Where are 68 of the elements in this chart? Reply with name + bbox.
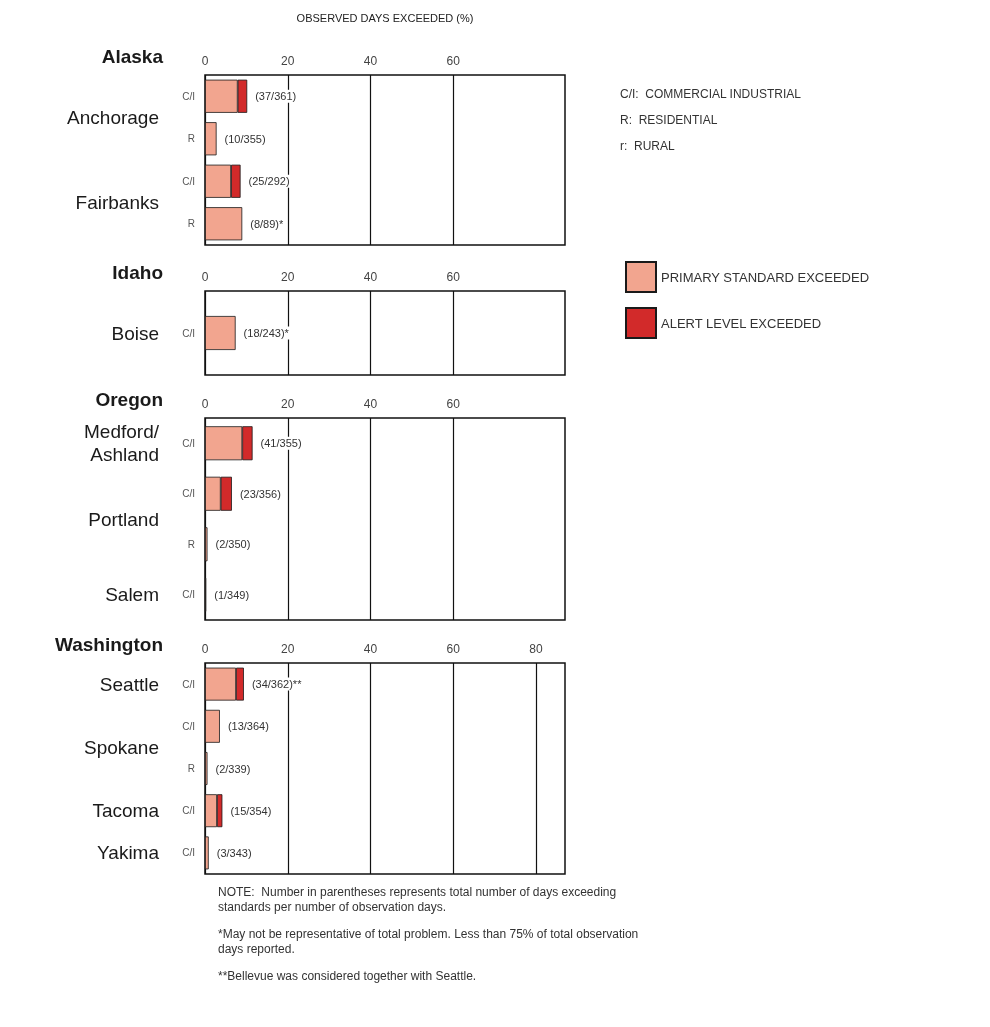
- legend-label: ALERT LEVEL EXCEEDED: [661, 315, 822, 331]
- data-label: (34/362)**: [251, 678, 303, 691]
- y2-tick-label: Anchorage: [67, 107, 159, 128]
- text: NOTE: Number in parentheses represents total number of days exceeding standards per number of observation days.: [218, 884, 620, 914]
- x-tick-label: 40: [363, 397, 378, 411]
- y-tick-label: C/I: [182, 847, 195, 859]
- data-label: (1/349): [214, 588, 250, 601]
- y-tick-label: C/I: [182, 327, 195, 339]
- data-label: (8/89)*: [250, 217, 284, 230]
- chart-title: Washington: [55, 634, 163, 655]
- y-tick-label: C/I: [182, 90, 195, 102]
- y-tick-label: C/I: [182, 720, 195, 732]
- x-tick-label: 60: [446, 642, 461, 656]
- x-tick-label: 0: [201, 54, 209, 68]
- x-tick-label: 40: [363, 270, 378, 284]
- data-label: (23/356): [239, 487, 281, 500]
- data-label: (2/350): [215, 538, 251, 551]
- y-tick-label: R: [187, 133, 195, 145]
- y-tick-label: R: [187, 218, 195, 230]
- text: C/I: COMMERCIAL INDUSTRIAL: [620, 86, 802, 101]
- x-tick-label: 60: [446, 270, 461, 284]
- y-tick-label: C/I: [182, 488, 195, 500]
- chart-title: Idaho: [112, 262, 163, 283]
- y2-tick-label: Portland: [88, 508, 159, 530]
- x-tick-label: 20: [281, 54, 295, 68]
- x-tick-label: 20: [281, 270, 295, 284]
- data-label: (25/292): [248, 175, 290, 188]
- y2-tick-label: Yakima: [97, 842, 160, 864]
- text: r: RURAL: [620, 138, 675, 153]
- x-tick-label: 80: [529, 642, 544, 656]
- chart-title: Oregon: [95, 389, 163, 410]
- x-tick-label: 0: [201, 270, 209, 284]
- y-tick-label: R: [187, 538, 195, 550]
- y2-tick-label: Tacoma: [92, 800, 160, 822]
- legend-label: PRIMARY STANDARD EXCEEDED: [661, 269, 870, 285]
- y2-tick-label: Boise: [111, 322, 159, 344]
- data-label: (18/243)*: [243, 327, 290, 339]
- y-tick-label: C/I: [182, 678, 195, 690]
- data-label: (10/355): [224, 132, 266, 145]
- data-label: (37/361): [255, 90, 297, 103]
- x-tick-label: 40: [363, 54, 378, 68]
- x-tick-label: 0: [201, 642, 209, 656]
- y2-tick-label: Spokane: [83, 736, 159, 758]
- y2-tick-label: Seattle: [99, 673, 159, 695]
- chart-title: Alaska: [101, 46, 164, 67]
- x-tick-label: 60: [446, 54, 461, 68]
- data-label: (41/355): [260, 437, 302, 450]
- x-axis-title: OBSERVED DAYS EXCEEDED (%): [296, 11, 474, 24]
- y-tick-label: C/I: [182, 175, 195, 187]
- data-label: (15/354): [230, 804, 272, 817]
- x-tick-label: 20: [281, 642, 295, 656]
- data-label: (3/343): [216, 846, 252, 859]
- text: R: RESIDENTIAL: [620, 112, 718, 127]
- y2-tick-label: Fairbanks: [75, 192, 159, 213]
- y-tick-label: C/I: [182, 805, 195, 817]
- text: *May not be representative of total problem. Less than 75% of total observation days reported.: [218, 926, 642, 956]
- y-tick-label: C/I: [182, 589, 195, 601]
- y-tick-label: C/I: [182, 437, 195, 449]
- text: **Bellevue was considered together with Seattle.: [218, 968, 477, 983]
- x-tick-label: 20: [281, 397, 295, 411]
- y2-tick-label: Medford/ Ashland: [84, 421, 160, 466]
- y-tick-label: R: [187, 763, 195, 774]
- data-label: (2/339): [215, 762, 251, 775]
- x-tick-label: 40: [363, 642, 378, 656]
- y2-tick-label: Salem: [105, 584, 159, 606]
- x-tick-label: 0: [201, 397, 209, 411]
- x-tick-label: 60: [446, 397, 461, 411]
- data-label: (13/364): [227, 720, 269, 733]
